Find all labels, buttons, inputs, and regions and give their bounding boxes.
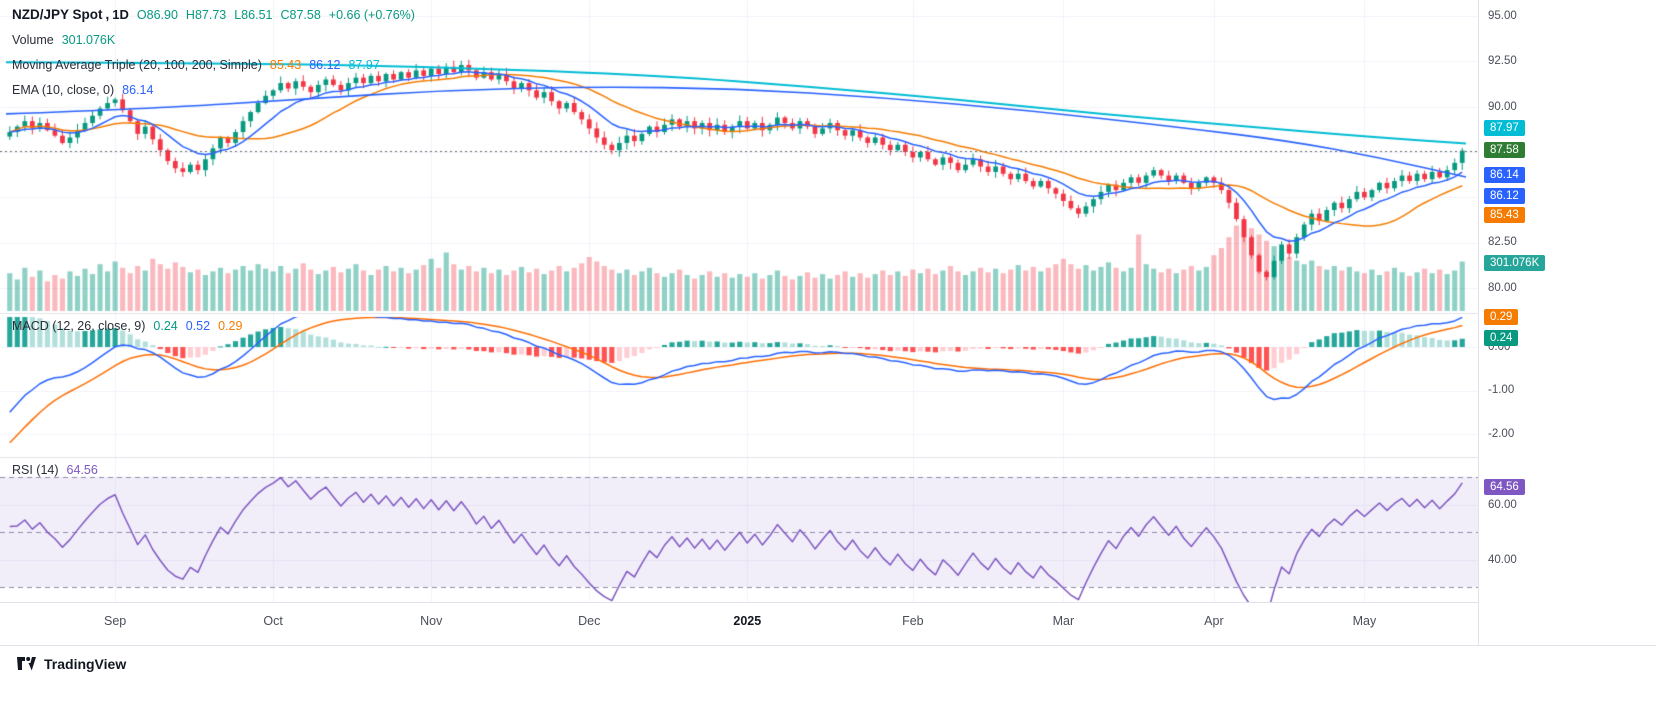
ma200-price-badge: 87.97 — [1484, 120, 1525, 136]
ma20-price-badge: 85.43 — [1484, 207, 1525, 223]
ohlc-open: O86.90 — [136, 7, 178, 22]
rsi-pane-legend: RSI (14) 64.56 — [12, 460, 98, 480]
rsi-label: RSI (14) — [12, 463, 59, 477]
ema-legend-row[interactable]: EMA (10, close, 0) 86.14 — [12, 77, 415, 102]
time-axis-label: Mar — [1052, 614, 1075, 628]
ohlc-low: L86.51 — [234, 7, 273, 22]
last-price-badge: 87.58 — [1484, 142, 1525, 158]
macd-label: MACD (12, 26, close, 9) — [12, 319, 146, 333]
price-axis-label: -2.00 — [1488, 428, 1515, 440]
ma100-value: 86.12 — [309, 57, 341, 72]
ohlc-high: H87.73 — [185, 7, 227, 22]
tradingview-brand-text: TradingView — [44, 655, 127, 672]
price-axis[interactable]: 95.00 92.50 90.00 82.50 80.00 0.00 -1.00 -2.00 6… — [1478, 0, 1656, 645]
time-axis-label: Apr — [1204, 614, 1224, 628]
rsi-value: 64.56 — [66, 463, 98, 477]
macd-signal-badge: 0.29 — [1484, 309, 1519, 325]
ma-triple-label: Moving Average Triple (20, 100, 200, Sim… — [12, 57, 262, 72]
price-axis-label: 40.00 — [1488, 554, 1517, 566]
symbol-title: NZD/JPY Spot, 1D — [12, 7, 129, 22]
price-axis-label: 60.00 — [1488, 499, 1517, 511]
timeframe: 1D — [112, 7, 129, 22]
macd-signal-value: 0.29 — [218, 319, 243, 333]
rsi-legend-row[interactable]: RSI (14) 64.56 — [12, 460, 98, 480]
macd-pane-legend: MACD (12, 26, close, 9) 0.24 0.52 0.29 — [12, 316, 242, 336]
price-change: +0.66 (+0.76%) — [328, 7, 415, 22]
volume-badge: 301.076K — [1484, 255, 1546, 271]
price-axis-label: 80.00 — [1488, 282, 1517, 294]
symbol-legend-row[interactable]: NZD/JPY Spot, 1D O86.90 H87.73 L86.51 C8… — [12, 2, 415, 27]
tradingview-brand-link[interactable]: TradingView — [16, 655, 126, 672]
chart-canvas[interactable] — [0, 0, 1478, 602]
price-axis-label: 82.50 — [1488, 236, 1517, 248]
volume-label: Volume — [12, 32, 54, 47]
ohlc-close: C87.58 — [280, 7, 321, 22]
rsi-badge: 64.56 — [1484, 479, 1525, 495]
time-axis-label: Nov — [420, 614, 443, 628]
symbol-name: NZD/JPY Spot — [12, 7, 103, 22]
price-axis-label: -1.00 — [1488, 384, 1515, 396]
price-axis-label: 90.00 — [1488, 101, 1517, 113]
ema-value: 86.14 — [122, 82, 154, 97]
price-axis-label: 92.50 — [1488, 55, 1517, 67]
ma20-value: 85.43 — [269, 57, 302, 72]
ma100-price-badge: 86.12 — [1484, 188, 1525, 204]
time-axis-label: Sep — [103, 614, 127, 628]
time-axis-label: Dec — [578, 614, 601, 628]
ema10-price-badge: 86.14 — [1484, 167, 1525, 183]
volume-legend-row[interactable]: Volume 301.076K — [12, 27, 415, 52]
ema-label: EMA (10, close, 0) — [12, 82, 115, 97]
ma200-value: 87.97 — [348, 57, 380, 72]
price-axis-label: 95.00 — [1488, 10, 1517, 22]
time-axis-label: Feb — [902, 614, 924, 628]
macd-hist-value: 0.24 — [153, 319, 178, 333]
time-axis-label: Oct — [263, 614, 283, 628]
time-axis[interactable]: Sep Oct Nov Dec 2025 Feb Mar Apr May — [0, 602, 1478, 645]
time-axis-label: May — [1352, 614, 1377, 628]
macd-hist-badge: 0.24 — [1484, 330, 1519, 346]
time-axis-label: 2025 — [733, 614, 762, 628]
footer-bar: TradingView — [0, 645, 1656, 718]
main-pane-legend: NZD/JPY Spot, 1D O86.90 H87.73 L86.51 C8… — [12, 2, 415, 102]
tradingview-logo-icon — [17, 657, 36, 671]
symbol-separator: , — [105, 7, 110, 22]
volume-value: 301.076K — [61, 32, 116, 47]
macd-legend-row[interactable]: MACD (12, 26, close, 9) 0.24 0.52 0.29 — [12, 316, 242, 336]
ma-triple-legend-row[interactable]: Moving Average Triple (20, 100, 200, Sim… — [12, 52, 415, 77]
macd-line-value: 0.52 — [185, 319, 211, 333]
